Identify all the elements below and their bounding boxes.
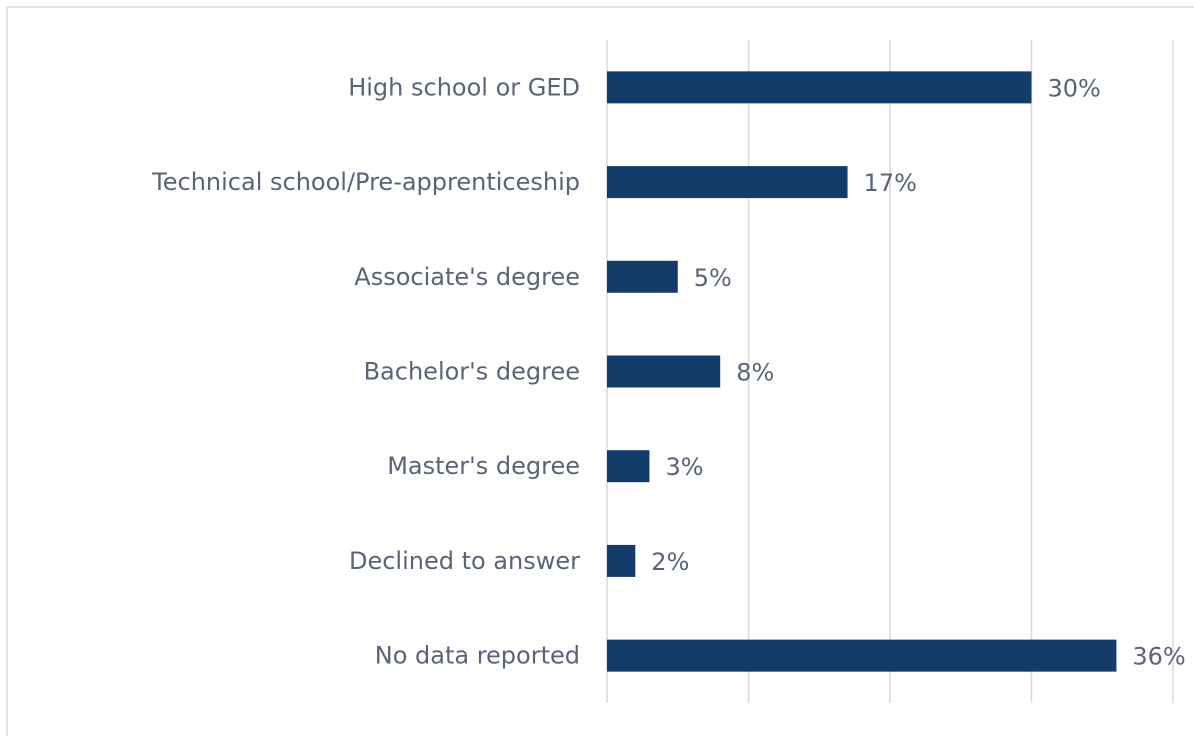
- data-label: 2%: [651, 548, 689, 576]
- data-label: 17%: [864, 169, 917, 197]
- data-label: 8%: [736, 359, 774, 387]
- bar: [607, 166, 848, 199]
- bar: [607, 639, 1117, 672]
- bar: [607, 355, 721, 388]
- bar: [607, 260, 678, 293]
- y-tick-label: Bachelor's degree: [364, 358, 580, 386]
- chart-frame: [6, 6, 1194, 736]
- data-label: 5%: [694, 264, 732, 292]
- data-label: 36%: [1132, 643, 1185, 671]
- data-label: 30%: [1048, 74, 1101, 102]
- data-label: 3%: [665, 453, 703, 481]
- y-tick-label: Declined to answer: [349, 547, 580, 575]
- bar: [607, 544, 636, 577]
- y-tick-label: Technical school/Pre-apprenticeship: [151, 168, 580, 196]
- y-tick-label: No data reported: [375, 642, 580, 670]
- y-tick-label: Associate's degree: [354, 263, 580, 291]
- y-tick-label: Master's degree: [387, 452, 580, 480]
- bar: [607, 450, 650, 483]
- bar: [607, 71, 1032, 104]
- y-tick-label: High school or GED: [348, 73, 580, 101]
